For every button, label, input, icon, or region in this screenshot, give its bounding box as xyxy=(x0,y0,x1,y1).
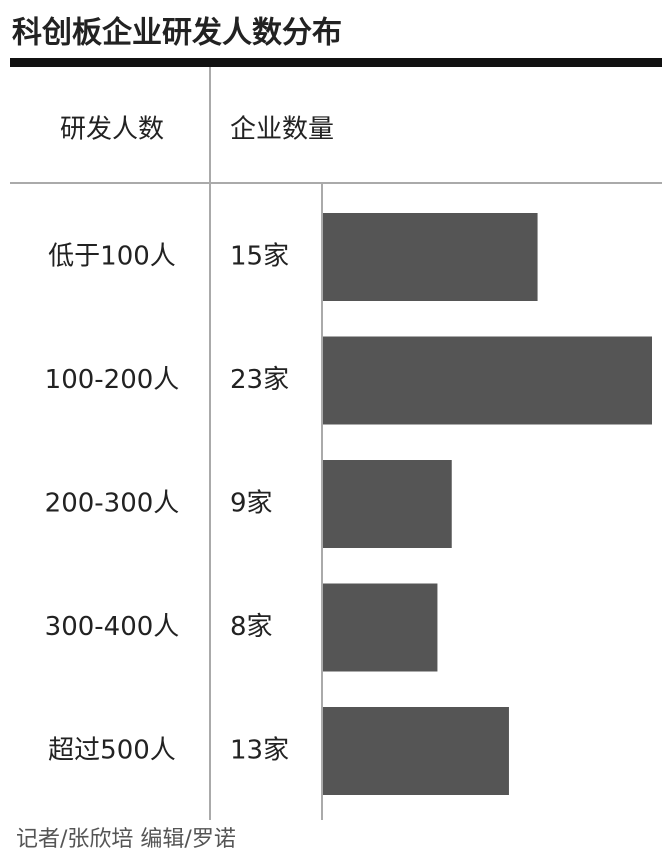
category-label: 超过500人 xyxy=(48,736,176,766)
category-label: 200-300人 xyxy=(45,489,180,519)
category-label: 低于100人 xyxy=(48,242,176,272)
bar xyxy=(323,460,452,548)
value-label: 13家 xyxy=(230,736,289,766)
bar xyxy=(323,336,652,425)
column-header: 研发人数 xyxy=(60,115,164,145)
category-label: 300-400人 xyxy=(45,612,180,642)
credit: 记者/张欣培 编辑/罗诺 xyxy=(16,827,236,852)
chart-title: 科创板企业研发人数分布 xyxy=(12,16,342,51)
title-rule xyxy=(10,58,662,67)
column-header: 企业数量 xyxy=(230,115,334,145)
value-label: 8家 xyxy=(230,612,273,642)
bar xyxy=(323,707,509,795)
category-label: 100-200人 xyxy=(45,365,180,395)
bar xyxy=(323,213,538,301)
value-label: 15家 xyxy=(230,242,289,272)
value-label: 9家 xyxy=(230,489,273,519)
bar xyxy=(323,583,438,672)
value-label: 23家 xyxy=(230,365,289,395)
